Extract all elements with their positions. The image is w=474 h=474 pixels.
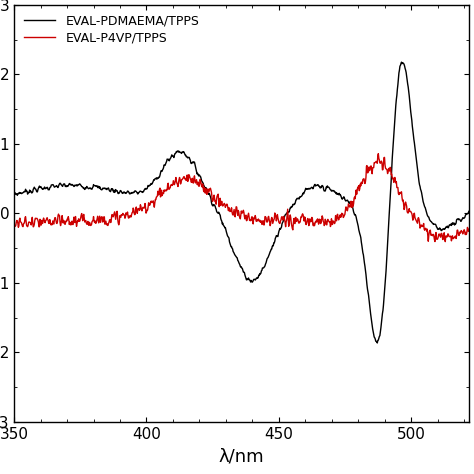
EVAL-PDMAEMA/TPPS bbox=[11, 191, 17, 196]
EVAL-P4VP/TPPS bbox=[11, 222, 17, 228]
Line: EVAL-PDMAEMA/TPPS: EVAL-PDMAEMA/TPPS bbox=[14, 62, 474, 343]
Line: EVAL-P4VP/TPPS: EVAL-P4VP/TPPS bbox=[14, 154, 474, 242]
X-axis label: λ/nm: λ/nm bbox=[219, 447, 264, 465]
EVAL-P4VP/TPPS bbox=[375, 151, 381, 156]
Legend: EVAL-PDMAEMA/TPPS, EVAL-P4VP/TPPS: EVAL-PDMAEMA/TPPS, EVAL-P4VP/TPPS bbox=[20, 11, 203, 48]
EVAL-P4VP/TPPS bbox=[62, 221, 67, 227]
EVAL-P4VP/TPPS bbox=[411, 210, 417, 216]
EVAL-PDMAEMA/TPPS bbox=[360, 250, 366, 255]
EVAL-PDMAEMA/TPPS bbox=[374, 340, 380, 346]
EVAL-PDMAEMA/TPPS bbox=[62, 181, 67, 187]
EVAL-P4VP/TPPS bbox=[132, 212, 137, 218]
EVAL-P4VP/TPPS bbox=[341, 214, 346, 219]
EVAL-PDMAEMA/TPPS bbox=[209, 202, 215, 208]
EVAL-P4VP/TPPS bbox=[209, 194, 215, 200]
EVAL-PDMAEMA/TPPS bbox=[132, 188, 137, 194]
EVAL-P4VP/TPPS bbox=[360, 176, 366, 182]
EVAL-PDMAEMA/TPPS bbox=[399, 59, 404, 65]
EVAL-PDMAEMA/TPPS bbox=[412, 144, 418, 150]
EVAL-P4VP/TPPS bbox=[442, 239, 448, 245]
EVAL-PDMAEMA/TPPS bbox=[341, 194, 346, 200]
